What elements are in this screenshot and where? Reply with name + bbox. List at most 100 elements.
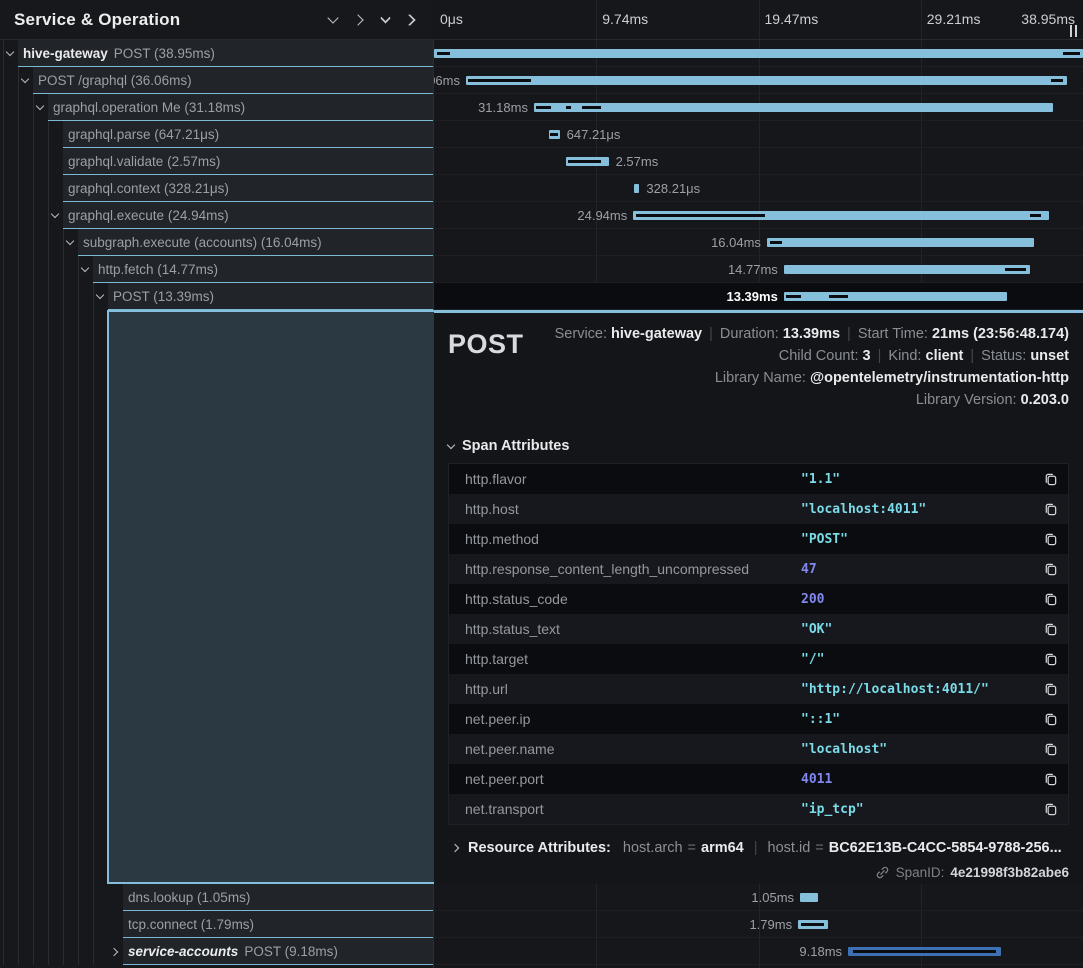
attribute-value: "http://localhost:4011/" [801, 681, 989, 697]
indent-guide [3, 40, 4, 965]
span-row[interactable]: dns.lookup (1.05ms) [0, 884, 434, 911]
copy-icon[interactable] [1038, 592, 1058, 607]
attribute-value: "OK" [801, 621, 833, 637]
span-row[interactable]: graphql.operation Me (31.18ms) [0, 94, 434, 121]
span-bar[interactable] [434, 49, 1083, 58]
span-bar[interactable] [533, 103, 1054, 112]
collapse-all-icon[interactable] [372, 7, 398, 33]
operation-name: POST /graphql (36.06ms) [38, 72, 192, 88]
attribute-key: net.peer.ip [465, 711, 531, 727]
span-row[interactable]: graphql.context (328.21μs) [0, 175, 434, 202]
self-time-mark [786, 295, 802, 298]
timeline-row[interactable] [434, 40, 1083, 67]
span-duration-label: 24.94ms [577, 208, 628, 223]
copy-icon[interactable] [1038, 472, 1058, 487]
attribute-key: net.peer.name [465, 741, 555, 757]
timeline-row[interactable]: 328.21μs [434, 175, 1083, 202]
copy-icon[interactable] [1038, 802, 1058, 817]
span-bar[interactable] [800, 893, 818, 902]
timeline-axis: 0μs 9.74ms 19.47ms 29.21ms 38.95ms [434, 0, 1083, 40]
span-bar[interactable] [783, 265, 1030, 274]
self-time-mark [535, 106, 551, 109]
attribute-row: net.peer.port 4011 [449, 764, 1068, 794]
span-row[interactable]: graphql.execute (24.94ms) [0, 202, 434, 229]
span-bar[interactable] [766, 238, 1035, 247]
span-row[interactable]: graphql.parse (647.21μs) [0, 121, 434, 148]
span-row[interactable]: hive-gateway POST (38.95ms) [0, 40, 434, 67]
detail-field-line: Child Count: 3 | Kind: client | Status: unse… [555, 345, 1069, 367]
collapse-one-icon[interactable] [320, 7, 346, 33]
operation-name: graphql.context (328.21μs) [68, 180, 229, 196]
span-row-label: service-accounts POST (9.18ms) [123, 938, 434, 965]
expand-one-icon[interactable] [346, 7, 372, 33]
chevron-right-icon[interactable] [108, 938, 122, 965]
copy-icon[interactable] [1038, 772, 1058, 787]
span-row[interactable]: POST (13.39ms) [0, 283, 434, 310]
span-bar[interactable] [783, 292, 1008, 301]
attribute-key: http.method [465, 531, 539, 547]
span-duration-label: 328.21μs [646, 181, 701, 196]
chevron-down-icon[interactable] [78, 256, 92, 283]
span-row[interactable]: subgraph.execute (accounts) (16.04ms) [0, 229, 434, 256]
timeline-row[interactable]: 24.94ms [434, 202, 1083, 229]
timeline-row[interactable]: 36.06ms [434, 67, 1083, 94]
detail-field-line: Library Name: @opentelemetry/instrumenta… [555, 367, 1069, 389]
span-attributes-toggle[interactable]: Span Attributes [446, 438, 1069, 454]
span-row[interactable]: http.fetch (14.77ms) [0, 256, 434, 283]
self-time-mark [568, 160, 601, 163]
span-bar[interactable] [633, 211, 1049, 220]
span-bar[interactable] [465, 76, 1067, 85]
self-time-mark [550, 133, 558, 136]
copy-icon[interactable] [1038, 742, 1058, 757]
span-duration-label: 9.18ms [799, 944, 843, 959]
link-icon[interactable] [875, 865, 890, 880]
resource-attributes-row[interactable]: Resource Attributes: host.arch = arm64 | hos… [448, 840, 1069, 856]
copy-icon[interactable] [1038, 652, 1058, 667]
chevron-down-icon[interactable] [33, 94, 47, 121]
field-label: Status: [981, 348, 1027, 364]
span-row[interactable]: POST /graphql (36.06ms) [0, 67, 434, 94]
timeline-row[interactable]: 647.21μs [434, 121, 1083, 148]
equals-sign: = [815, 840, 824, 856]
timeline-row[interactable]: 9.18ms [434, 938, 1083, 965]
self-time-mark [1051, 79, 1063, 82]
attribute-value: "/" [801, 651, 825, 667]
span-row[interactable]: graphql.validate (2.57ms) [0, 148, 434, 175]
attribute-row: http.status_code 200 [449, 584, 1068, 614]
timeline-row[interactable]: 1.79ms [434, 911, 1083, 938]
attribute-value: "localhost" [801, 741, 888, 757]
copy-icon[interactable] [1038, 682, 1058, 697]
attribute-row: net.transport "ip_tcp" [449, 794, 1068, 824]
chevron-down-icon[interactable] [18, 67, 32, 94]
timeline-row[interactable]: 13.39ms [434, 283, 1083, 310]
chevron-down-icon[interactable] [93, 283, 107, 310]
operation-name: POST (13.39ms) [113, 288, 215, 304]
timeline-row[interactable]: 16.04ms [434, 229, 1083, 256]
timeline-row[interactable]: 2.57ms [434, 148, 1083, 175]
field-label: Start Time: [857, 326, 928, 342]
timeline-row[interactable]: 1.05ms [434, 884, 1083, 911]
copy-icon[interactable] [1038, 532, 1058, 547]
timeline-row[interactable]: 14.77ms [434, 256, 1083, 283]
panel-resize-handle[interactable] [1070, 25, 1077, 37]
span-row[interactable]: tcp.connect (1.79ms) [0, 911, 434, 938]
span-row[interactable]: service-accounts POST (9.18ms) [0, 938, 434, 965]
span-duration-label: 1.05ms [751, 890, 795, 905]
operation-name: POST (9.18ms) [244, 943, 338, 959]
copy-icon[interactable] [1038, 502, 1058, 517]
field-divider: | [753, 840, 758, 856]
resource-key: host.arch [622, 840, 683, 856]
expand-all-icon[interactable] [398, 7, 424, 33]
chevron-down-icon[interactable] [48, 202, 62, 229]
operation-name: graphql.parse (647.21μs) [68, 126, 220, 142]
operation-name: http.fetch (14.77ms) [98, 261, 219, 277]
copy-icon[interactable] [1038, 562, 1058, 577]
field-value: unset [1030, 348, 1069, 364]
chevron-down-icon[interactable] [63, 229, 77, 256]
copy-icon[interactable] [1038, 622, 1058, 637]
span-bar[interactable] [633, 184, 640, 193]
chevron-down-icon[interactable] [3, 40, 17, 67]
timeline-row[interactable]: 31.18ms [434, 94, 1083, 121]
copy-icon[interactable] [1038, 712, 1058, 727]
